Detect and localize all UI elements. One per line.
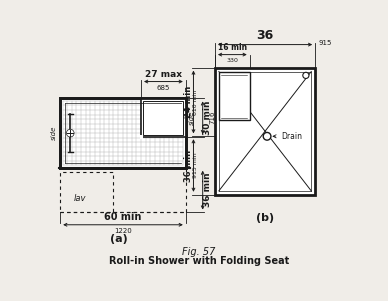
Text: 36 min: 36 min: [184, 150, 192, 182]
Text: 16 min: 16 min: [218, 43, 247, 52]
Text: 60 min: 60 min: [104, 213, 142, 222]
Text: Fig. 57: Fig. 57: [182, 247, 216, 257]
Text: 36 min: 36 min: [203, 173, 212, 207]
Circle shape: [263, 132, 271, 140]
Bar: [144, 101, 184, 135]
Text: 30 min: 30 min: [203, 101, 212, 135]
Bar: [215, 68, 315, 195]
Text: (a): (a): [110, 234, 128, 244]
Text: 716: 716: [210, 111, 216, 125]
Text: 1220: 1220: [114, 228, 132, 234]
Bar: [219, 72, 249, 120]
Text: lav: lav: [73, 194, 86, 203]
Text: 24 min: 24 min: [184, 86, 192, 118]
Text: 915 min: 915 min: [193, 153, 198, 178]
Text: Roll-in Shower with Folding Seat: Roll-in Shower with Folding Seat: [109, 256, 289, 266]
Text: 915: 915: [318, 40, 332, 46]
Text: 685: 685: [157, 85, 170, 91]
Text: 330: 330: [227, 58, 238, 63]
Bar: [60, 98, 186, 168]
Bar: [60, 98, 186, 168]
Text: 610 min: 610 min: [193, 89, 198, 115]
Text: 27 max: 27 max: [145, 70, 182, 79]
Text: side: side: [189, 111, 195, 125]
Text: (b): (b): [256, 213, 274, 223]
Circle shape: [66, 129, 74, 137]
Text: Drain: Drain: [273, 132, 302, 141]
Text: side: side: [51, 126, 57, 140]
Circle shape: [303, 72, 309, 79]
Text: 36: 36: [256, 29, 274, 42]
Bar: [60, 172, 113, 213]
Bar: [140, 135, 143, 138]
Bar: [141, 98, 186, 137]
